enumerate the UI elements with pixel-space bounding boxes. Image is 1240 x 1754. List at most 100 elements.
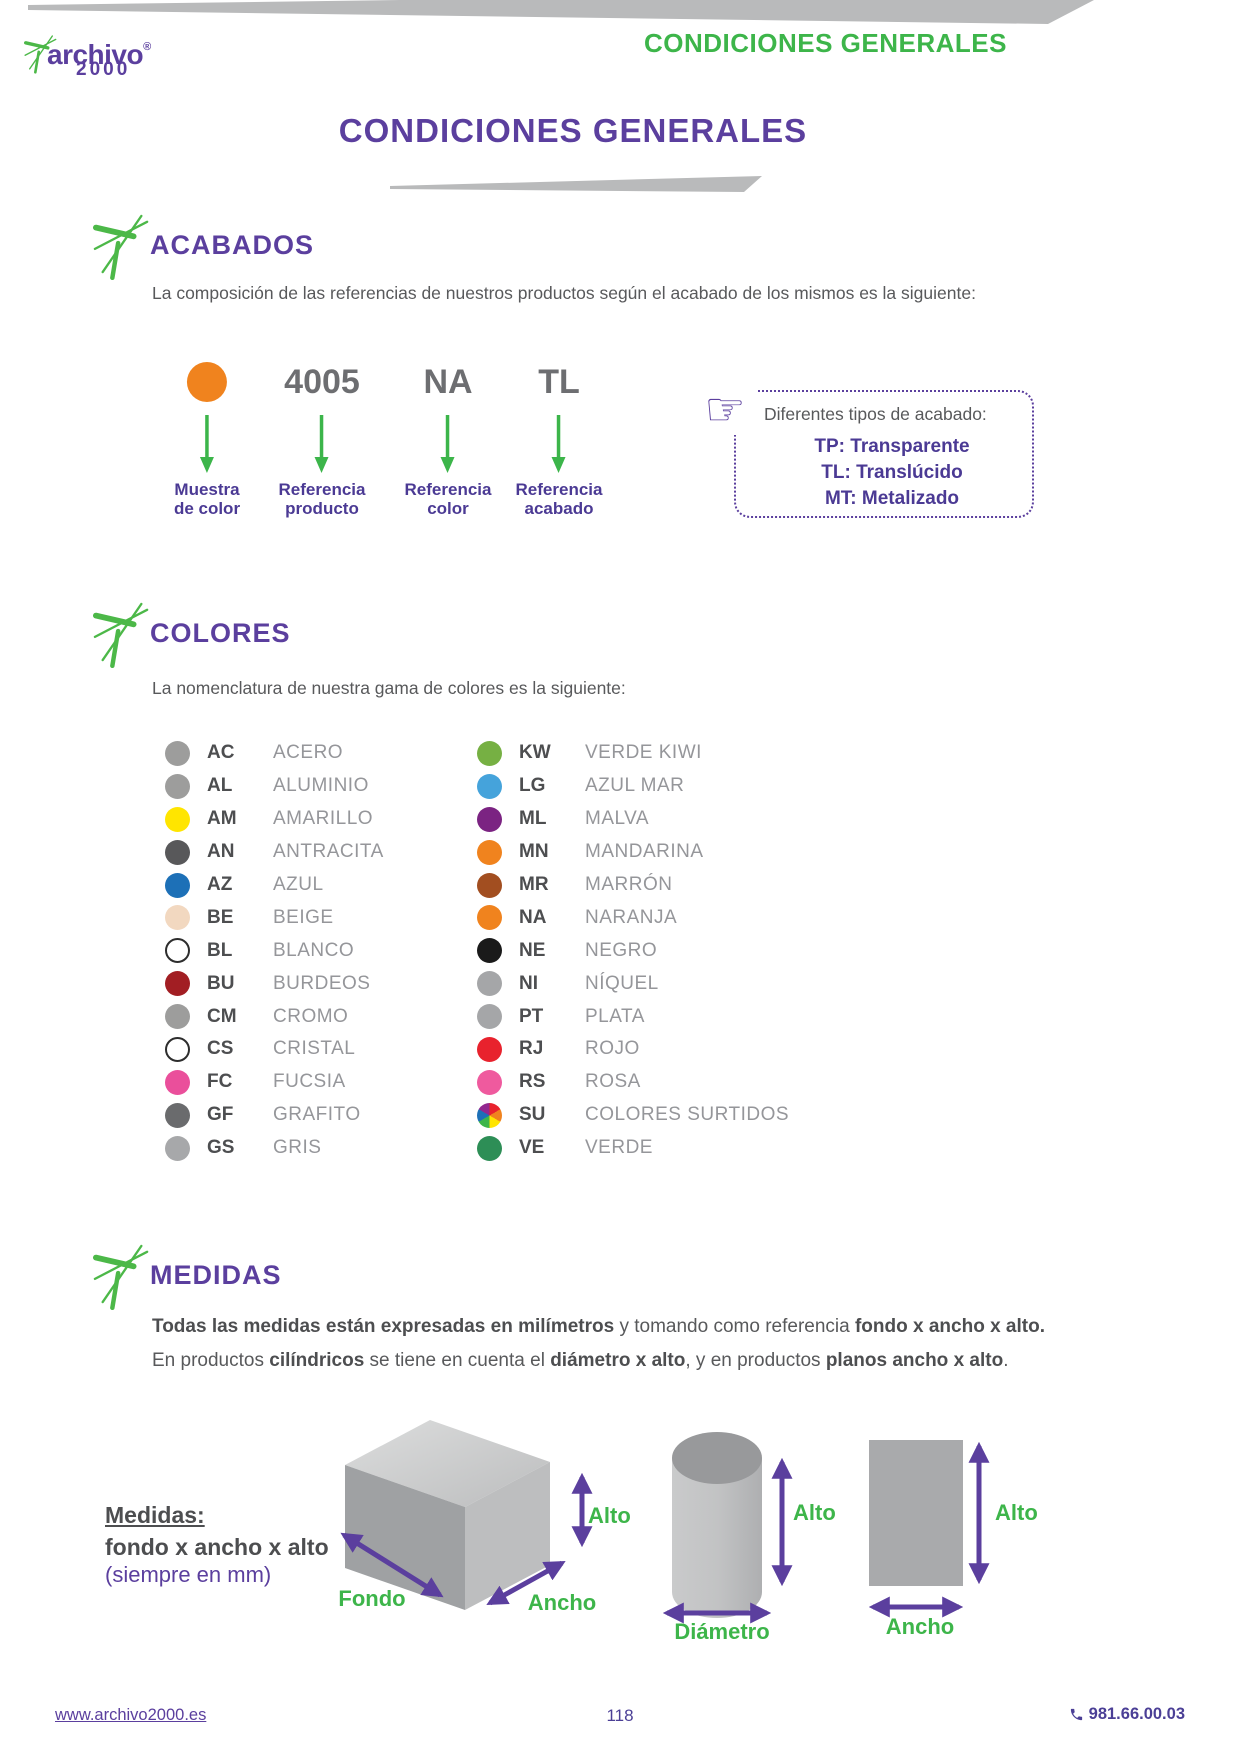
color-name: MALVA: [585, 808, 650, 830]
medidas-heading: MEDIDAS: [150, 1260, 282, 1290]
color-swatch: [165, 1135, 190, 1161]
color-swatch: [477, 1004, 502, 1030]
color-code: RS: [519, 1071, 546, 1093]
footer-phone-number: 981.66.00.03: [1088, 1705, 1185, 1723]
color-swatch: [477, 1135, 502, 1161]
color-swatch: [477, 806, 502, 832]
color-code: GF: [207, 1104, 234, 1126]
brand-name: archivo®: [47, 39, 151, 70]
color-name: CRISTAL: [273, 1038, 356, 1060]
section-icon-acabados: [93, 214, 149, 280]
acabado-types-title: Diferentes tipos de acabado:: [764, 404, 987, 424]
color-code: SU: [519, 1104, 546, 1126]
color-code: AN: [207, 841, 235, 863]
color-name: BEIGE: [273, 906, 334, 928]
color-list-item: FC FUCSIA: [165, 1066, 384, 1099]
token-code: NA: [423, 363, 473, 401]
color-name: PLATA: [585, 1005, 645, 1027]
color-code: LG: [519, 775, 546, 797]
color-list-item: AC ACERO: [165, 737, 384, 770]
down-arrow-icon: [552, 415, 566, 473]
acabado-types-box: [734, 390, 1034, 518]
brand-mark-icon: [24, 35, 57, 74]
color-list-item: AN ANTRACITA: [165, 836, 384, 869]
box-fondo-label: Fondo: [338, 1586, 406, 1611]
section-icon-colores: [93, 602, 149, 668]
medidas-legend-title: Medidas:: [105, 1502, 205, 1528]
color-swatch: [165, 905, 190, 931]
color-code: FC: [207, 1071, 233, 1093]
title-swoosh: [390, 176, 762, 192]
brand-year: 2000: [76, 59, 131, 80]
color-sample: [187, 362, 227, 402]
color-name: AMARILLO: [273, 808, 374, 830]
color-code: NE: [519, 939, 546, 961]
reference-composition-diagram: Muestra de color 4005 Referencia product…: [152, 362, 622, 532]
color-list-left: AC ACERO AL ALUMINIO AM AMARILLO AN ANTR…: [165, 737, 384, 1165]
acabado-type: MT: Metalizado: [824, 488, 960, 509]
color-list-item: NE NEGRO: [477, 934, 789, 967]
color-name: ACERO: [273, 742, 344, 764]
color-code: AZ: [207, 874, 233, 895]
color-code: RJ: [519, 1038, 544, 1060]
color-list-item: CM CROMO: [165, 1000, 384, 1033]
token-label-line1: Referencia: [404, 480, 492, 499]
reference-token: TL Referencia acabado: [516, 362, 603, 518]
color-code: CS: [207, 1038, 234, 1060]
token-label-line1: Muestra: [174, 480, 240, 499]
color-code: AM: [207, 808, 237, 830]
color-code: CM: [207, 1005, 237, 1027]
color-list-item: CS CRISTAL: [165, 1033, 384, 1066]
color-swatch: [477, 938, 502, 964]
color-name: NEGRO: [585, 939, 658, 961]
footer-website-link[interactable]: www.archivo2000.es: [55, 1706, 207, 1724]
color-list-item: GS GRIS: [165, 1132, 384, 1165]
plane-ancho-label: Ancho: [885, 1614, 955, 1639]
acabados-intro: La composición de las referencias de nue…: [152, 283, 976, 303]
color-name: ANTRACITA: [273, 841, 384, 863]
footer-page-number: 118: [606, 1706, 634, 1725]
color-list-item: NA NARANJA: [477, 901, 789, 934]
color-list-item: AL ALUMINIO: [165, 770, 384, 803]
color-code: PT: [519, 1005, 544, 1027]
token-code: TL: [538, 363, 580, 401]
plane-alto-label: Alto: [995, 1500, 1038, 1525]
color-swatch: [165, 1102, 190, 1128]
color-list-item: SU COLORES SURTIDOS: [477, 1099, 789, 1132]
color-list-item: ML MALVA: [477, 803, 789, 836]
pointing-hand-icon: ☞: [694, 383, 756, 435]
token-label-line2: color: [427, 499, 469, 518]
color-name: BURDEOS: [273, 972, 371, 994]
acabados-heading: ACABADOS: [150, 230, 315, 260]
section-icon-medidas: [93, 1244, 149, 1310]
medidas-paragraph-line2: En productos cilíndricos se tiene en cue…: [152, 1350, 1009, 1371]
color-code: GS: [207, 1137, 235, 1159]
color-name: ROSA: [585, 1071, 641, 1093]
colores-intro: La nomenclatura de nuestra gama de color…: [152, 678, 626, 698]
reference-token: Muestra de color: [174, 362, 240, 518]
color-list-item: RJ ROJO: [477, 1033, 789, 1066]
color-name: AZUL MAR: [585, 775, 685, 797]
color-swatch: [165, 1069, 190, 1095]
color-code: NA: [519, 906, 547, 928]
acabado-type: TL: Translúcido: [821, 462, 963, 483]
color-name: MARRÓN: [585, 874, 673, 895]
color-list-item: RS ROSA: [477, 1066, 789, 1099]
color-name: VERDE: [585, 1137, 653, 1159]
token-code: 4005: [284, 363, 360, 401]
color-name: VERDE KIWI: [585, 742, 702, 764]
color-name: GRAFITO: [273, 1104, 361, 1126]
color-swatch: [165, 839, 190, 865]
color-name: NARANJA: [585, 906, 678, 928]
color-list-item: AZ AZUL: [165, 869, 384, 902]
box-ancho-label: Ancho: [527, 1590, 597, 1615]
color-code: BE: [207, 906, 234, 928]
box-alto-label: Alto: [588, 1503, 631, 1528]
color-code: KW: [519, 742, 551, 764]
registered-mark: ®: [143, 41, 151, 53]
color-name: NÍQUEL: [585, 972, 659, 994]
color-swatch: [477, 1102, 502, 1128]
color-swatch: [477, 773, 502, 799]
down-arrow-icon: [441, 415, 455, 473]
color-list-item: AM AMARILLO: [165, 803, 384, 836]
